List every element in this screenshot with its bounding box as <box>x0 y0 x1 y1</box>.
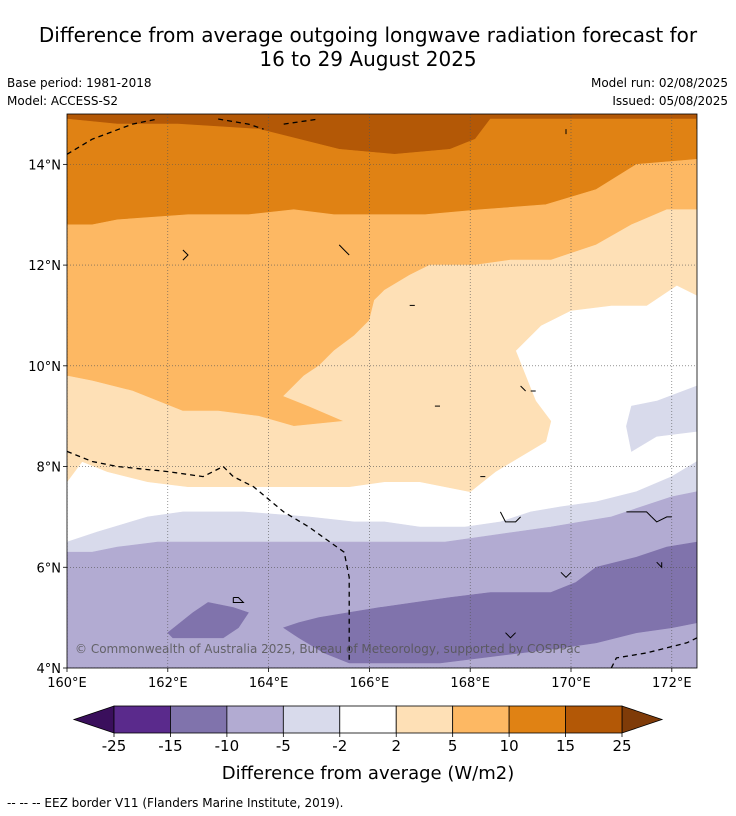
island-outline <box>560 571 572 579</box>
contour-fill-3 <box>67 209 697 493</box>
issued-date: Issued: 05/08/2025 <box>612 94 728 108</box>
colorbar-extend-low <box>72 705 115 734</box>
colorbar-swatch <box>565 705 623 734</box>
island-outline <box>499 511 521 523</box>
x-tick-label: 164°E <box>249 676 289 691</box>
y-tick-label: 10°N <box>28 360 61 375</box>
colorbar-swatch <box>282 705 341 734</box>
y-tick-label: 4°N <box>37 662 62 677</box>
meta-left: Base period: 1981-2018 Model: ACCESS-S2 <box>7 76 152 108</box>
chart-title-line2: 16 to 29 August 2025 <box>259 47 477 71</box>
colorbar-tick-label: -5 <box>276 737 291 755</box>
map-frame <box>66 113 698 669</box>
colorbar-tick-label: -10 <box>215 737 240 755</box>
colorbar-swatch <box>170 705 228 734</box>
x-tick-label: 162°E <box>148 676 188 691</box>
colorbar-extend-high <box>621 705 664 734</box>
x-tick-label: 168°E <box>450 676 490 691</box>
model-run: Model run: 02/08/2025 <box>590 76 728 90</box>
meta-right: Model run: 02/08/2025 Issued: 05/08/2025 <box>591 76 728 108</box>
colorbar-swatch <box>226 705 284 734</box>
island-outline <box>520 385 526 392</box>
y-tick-label: 6°N <box>37 561 62 576</box>
island-outline <box>182 249 189 261</box>
island-outline <box>626 511 652 518</box>
olr-map-chart: © Commonwealth of Australia 2025, Bureau… <box>28 113 698 784</box>
colorbar-swatch <box>508 705 566 734</box>
contour-fill-6 <box>283 541 697 664</box>
x-tick-label: 166°E <box>350 676 390 691</box>
island-outline <box>651 516 672 523</box>
colorbar-tick-label: -2 <box>332 737 347 755</box>
x-tick-label: 172°E <box>652 676 692 691</box>
colorbar-swatch <box>395 705 454 734</box>
colorbar-label: Difference from average (W/m2) <box>222 763 514 784</box>
contour-fill-8 <box>671 320 683 326</box>
copyright-notice: © Commonwealth of Australia 2025, Bureau… <box>75 642 580 656</box>
map-area <box>67 114 697 668</box>
island-outline <box>338 244 350 256</box>
model-name: Model: ACCESS-S2 <box>7 94 119 108</box>
colorbar-tick-label: 15 <box>556 737 575 755</box>
eez-footnote: -- -- -- EEZ border V11 (Flanders Marine… <box>7 796 344 810</box>
colorbar-tick-label: -25 <box>102 737 127 755</box>
colorbar-tick-label: 25 <box>612 737 631 755</box>
colorbar-tick-label: 5 <box>448 737 458 755</box>
y-tick-label: 8°N <box>37 461 62 476</box>
eez-border <box>67 450 224 478</box>
eez-border <box>222 466 350 663</box>
colorbar-tick-label: -15 <box>158 737 183 755</box>
island-outline <box>505 632 516 639</box>
island-outline <box>656 561 663 569</box>
y-tick-label: 14°N <box>28 158 61 173</box>
axes: 160°E 162°E 164°E 166°E 168°E 170°E 172°E 4°N 6°… <box>28 158 691 691</box>
colorbar-swatch <box>452 705 510 734</box>
colorbar-swatch <box>113 705 171 734</box>
colorbar-tick-label: 10 <box>500 737 519 755</box>
colorbar-swatch <box>339 705 397 734</box>
base-period: Base period: 1981-2018 <box>7 76 152 90</box>
eez-border <box>218 118 264 130</box>
colorbar-tick-label: 2 <box>391 737 401 755</box>
island-outline <box>232 597 245 603</box>
contour-fill-7 <box>167 602 249 639</box>
eez-border <box>283 118 320 125</box>
eez-border <box>67 118 158 155</box>
x-tick-label: 160°E <box>47 676 87 691</box>
y-tick-label: 12°N <box>28 259 61 274</box>
chart-title-line1: Difference from average outgoing longwav… <box>38 23 698 47</box>
x-tick-label: 170°E <box>551 676 591 691</box>
